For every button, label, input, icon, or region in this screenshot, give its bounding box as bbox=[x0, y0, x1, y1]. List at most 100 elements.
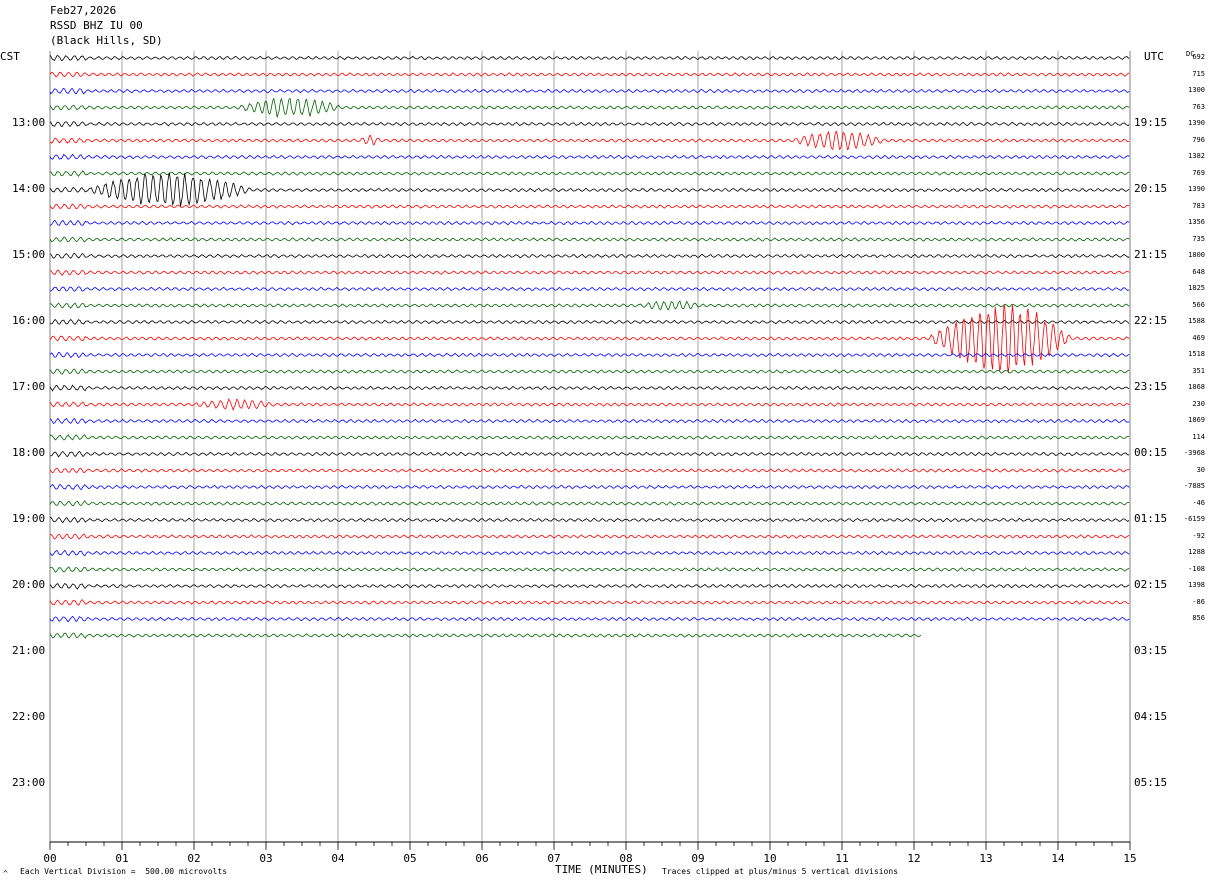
dc-offset: -86 bbox=[1192, 597, 1205, 606]
trace-row-7 bbox=[49, 170, 1130, 178]
x-tick-label-03: 03 bbox=[259, 852, 272, 865]
trace-row-24 bbox=[49, 450, 1130, 458]
x-tick-label-10: 10 bbox=[763, 852, 776, 865]
dc-offset: -46 bbox=[1192, 498, 1205, 507]
trace-row-22 bbox=[49, 417, 1130, 425]
trace-row-12 bbox=[49, 252, 1130, 259]
dc-offset: 1869 bbox=[1188, 416, 1205, 424]
header-location: (Black Hills, SD) bbox=[50, 34, 163, 47]
x-tick-label-08: 08 bbox=[619, 852, 632, 865]
trace-row-0 bbox=[49, 54, 1130, 62]
trace-row-20 bbox=[49, 384, 1130, 392]
scale-note: Each Vertical Division = 500.00 microvol… bbox=[20, 867, 228, 876]
right-zone-label: UTC bbox=[1144, 50, 1164, 63]
dc-offset: 114 bbox=[1192, 432, 1205, 441]
x-tick-label-13: 13 bbox=[979, 852, 992, 865]
x-tick-label-06: 06 bbox=[475, 852, 488, 865]
dc-offset: 856 bbox=[1192, 614, 1205, 622]
utc-hour-label: 03:15 bbox=[1134, 644, 1168, 657]
trace-row-6 bbox=[49, 153, 1130, 160]
x-tick-label-14: 14 bbox=[1051, 852, 1065, 865]
x-tick-label-15: 15 bbox=[1123, 852, 1136, 865]
dc-offset: 566 bbox=[1192, 300, 1205, 309]
dc-offset: 30 bbox=[1196, 465, 1205, 474]
trace-row-33 bbox=[49, 598, 1130, 606]
trace-row-30 bbox=[49, 549, 1130, 557]
header-station: RSSD BHZ IU 00 bbox=[50, 19, 143, 32]
trace-row-19 bbox=[49, 368, 1130, 375]
trace-row-28 bbox=[49, 516, 1130, 524]
dc-offset: 1800 bbox=[1188, 251, 1205, 259]
x-tick-label-11: 11 bbox=[835, 852, 848, 865]
trace-row-15 bbox=[49, 300, 1130, 311]
dc-offset: 1825 bbox=[1188, 284, 1205, 292]
dc-offset: 715 bbox=[1192, 69, 1205, 78]
clip-note: Traces clipped at plus/minus 5 vertical … bbox=[662, 867, 899, 876]
x-tick-label-05: 05 bbox=[403, 852, 416, 865]
dc-offset: -108 bbox=[1188, 564, 1205, 573]
utc-hour-label: 04:15 bbox=[1134, 710, 1168, 723]
trace-row-3 bbox=[49, 97, 1130, 118]
cst-hour-label: 17:00 bbox=[12, 380, 46, 393]
cst-hour-label: 23:00 bbox=[12, 776, 46, 789]
trace-row-16 bbox=[49, 318, 1130, 325]
trace-row-32 bbox=[49, 582, 1130, 590]
dc-offset: -6159 bbox=[1183, 515, 1205, 523]
dc-offset: 692 bbox=[1192, 53, 1205, 61]
dc-offset: 1518 bbox=[1188, 350, 1205, 358]
x-tick-label-07: 07 bbox=[547, 852, 560, 865]
dc-offset: 1588 bbox=[1188, 317, 1205, 325]
trace-row-14 bbox=[49, 286, 1130, 292]
utc-hour-label: 05:15 bbox=[1134, 776, 1168, 789]
trace-row-29 bbox=[49, 533, 1130, 540]
dc-offset: 1300 bbox=[1188, 86, 1205, 94]
utc-hour-label: 22:15 bbox=[1134, 314, 1168, 327]
dc-offset: 1356 bbox=[1188, 218, 1205, 226]
dc-offset: 1398 bbox=[1188, 581, 1205, 589]
dc-offset: 1288 bbox=[1188, 548, 1205, 556]
dc-offset: 769 bbox=[1192, 168, 1205, 177]
trace-row-10 bbox=[49, 219, 1130, 226]
dc-offset: -3968 bbox=[1183, 449, 1205, 457]
dc-offset: 1382 bbox=[1188, 152, 1205, 160]
cst-hour-label: 14:00 bbox=[12, 182, 46, 195]
utc-hour-label: 21:15 bbox=[1134, 248, 1168, 261]
left-zone-label: CST bbox=[0, 50, 20, 63]
cst-hour-label: 19:00 bbox=[12, 512, 46, 525]
x-tick-label-09: 09 bbox=[691, 852, 704, 865]
dc-offset: 1390 bbox=[1188, 185, 1205, 193]
dc-offset: -7885 bbox=[1183, 482, 1205, 490]
cst-hour-label: 15:00 bbox=[12, 248, 46, 261]
x-axis-title: TIME (MINUTES) bbox=[555, 863, 648, 876]
dc-label: DC bbox=[1186, 50, 1195, 58]
x-tick-label-00: 00 bbox=[43, 852, 56, 865]
trace-row-27 bbox=[49, 500, 1130, 507]
utc-hour-label: 02:15 bbox=[1134, 578, 1168, 591]
cst-hour-label: 16:00 bbox=[12, 314, 46, 327]
trace-row-26 bbox=[49, 484, 1130, 491]
dc-offset: 735 bbox=[1192, 234, 1205, 243]
trace-row-11 bbox=[49, 236, 1130, 243]
trace-row-13 bbox=[49, 269, 1130, 277]
dc-offset: 1868 bbox=[1188, 383, 1205, 391]
trace-row-1 bbox=[49, 71, 1130, 78]
utc-hour-label: 00:15 bbox=[1134, 446, 1168, 459]
cst-hour-label: 18:00 bbox=[12, 446, 46, 459]
trace-row-23 bbox=[49, 434, 1130, 441]
dc-offset: 351 bbox=[1192, 366, 1205, 375]
x-tick-label-12: 12 bbox=[907, 852, 920, 865]
trace-row-35 bbox=[49, 632, 922, 639]
dc-offset: 763 bbox=[1192, 102, 1205, 111]
utc-hour-label: 01:15 bbox=[1134, 512, 1168, 525]
cst-hour-label: 22:00 bbox=[12, 710, 46, 723]
x-tick-label-04: 04 bbox=[331, 852, 345, 865]
trace-row-4 bbox=[49, 121, 1130, 128]
cst-hour-label: 21:00 bbox=[12, 644, 46, 657]
dc-offset: 796 bbox=[1192, 135, 1205, 144]
utc-hour-label: 20:15 bbox=[1134, 182, 1168, 195]
x-tick-label-02: 02 bbox=[187, 852, 200, 865]
trace-row-31 bbox=[49, 566, 1130, 573]
x-tick-label-01: 01 bbox=[115, 852, 128, 865]
dc-offset: 648 bbox=[1192, 267, 1205, 276]
dc-offset: 783 bbox=[1192, 201, 1205, 210]
